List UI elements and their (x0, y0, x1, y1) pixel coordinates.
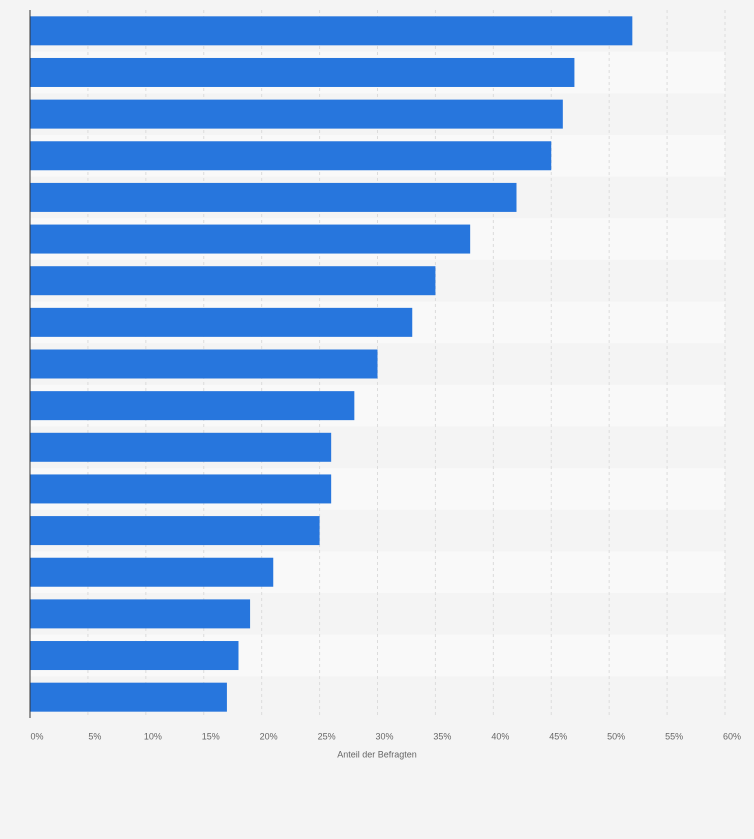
x-axis-title: Anteil der Befragten (337, 749, 417, 759)
x-tick-label: 55% (665, 731, 683, 741)
x-tick-label: 10% (144, 731, 162, 741)
bar (30, 682, 227, 712)
bar (30, 141, 552, 171)
bar (30, 641, 239, 671)
bar (30, 16, 633, 46)
x-tick-label: 0% (30, 731, 43, 741)
x-tick-label: 35% (433, 731, 451, 741)
x-tick-label: 40% (491, 731, 509, 741)
x-tick-label: 50% (607, 731, 625, 741)
bar (30, 182, 517, 212)
x-tick-label: 15% (202, 731, 220, 741)
x-tick-label: 20% (260, 731, 278, 741)
bar (30, 474, 332, 504)
bar (30, 307, 413, 337)
bar (30, 516, 320, 546)
bar (30, 266, 436, 296)
bar (30, 432, 332, 462)
x-tick-label: 30% (375, 731, 393, 741)
bar (30, 57, 575, 87)
bar (30, 349, 378, 379)
bar (30, 599, 251, 629)
bar (30, 391, 355, 421)
bar (30, 557, 274, 587)
bar (30, 224, 471, 254)
x-tick-label: 25% (318, 731, 336, 741)
x-tick-label: 60% (723, 731, 741, 741)
x-tick-label: 5% (88, 731, 101, 741)
bar (30, 99, 563, 129)
x-tick-label: 45% (549, 731, 567, 741)
